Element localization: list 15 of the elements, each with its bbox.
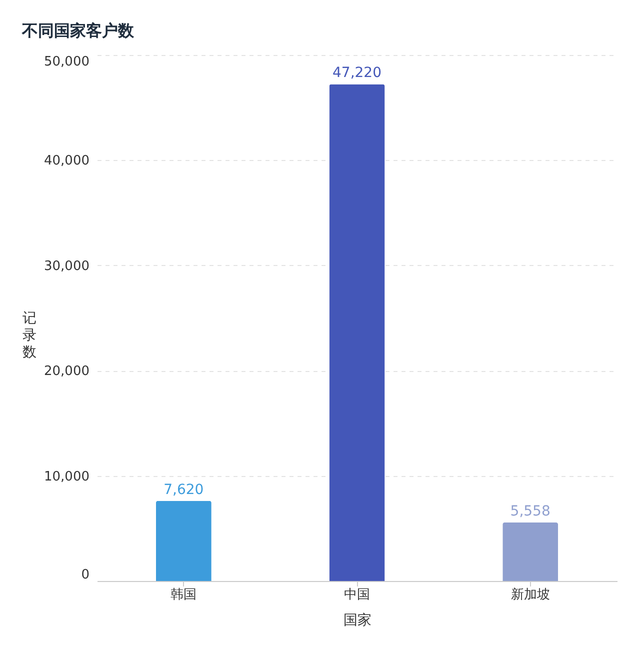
- x-tick-label: 韩国: [170, 588, 197, 602]
- y-axis-title: 记录数: [22, 310, 36, 360]
- data-label: 47,220: [332, 65, 382, 82]
- y-tick-label: 10,000: [44, 469, 90, 484]
- y-tick-label: 50,000: [44, 54, 90, 70]
- chart-title: 不同国家客户数: [21, 21, 135, 40]
- data-label: 5,558: [510, 504, 550, 520]
- y-tick-label: 20,000: [44, 364, 90, 380]
- data-label: 7,620: [164, 482, 204, 498]
- x-axis-title: 国家: [344, 612, 372, 628]
- x-tick-label: 新加坡: [510, 588, 550, 602]
- y-tick-label: 40,000: [44, 154, 90, 169]
- y-tick-label: 0: [81, 568, 90, 582]
- y-tick-label: 30,000: [44, 258, 90, 274]
- x-tick-label: 中国: [344, 588, 370, 602]
